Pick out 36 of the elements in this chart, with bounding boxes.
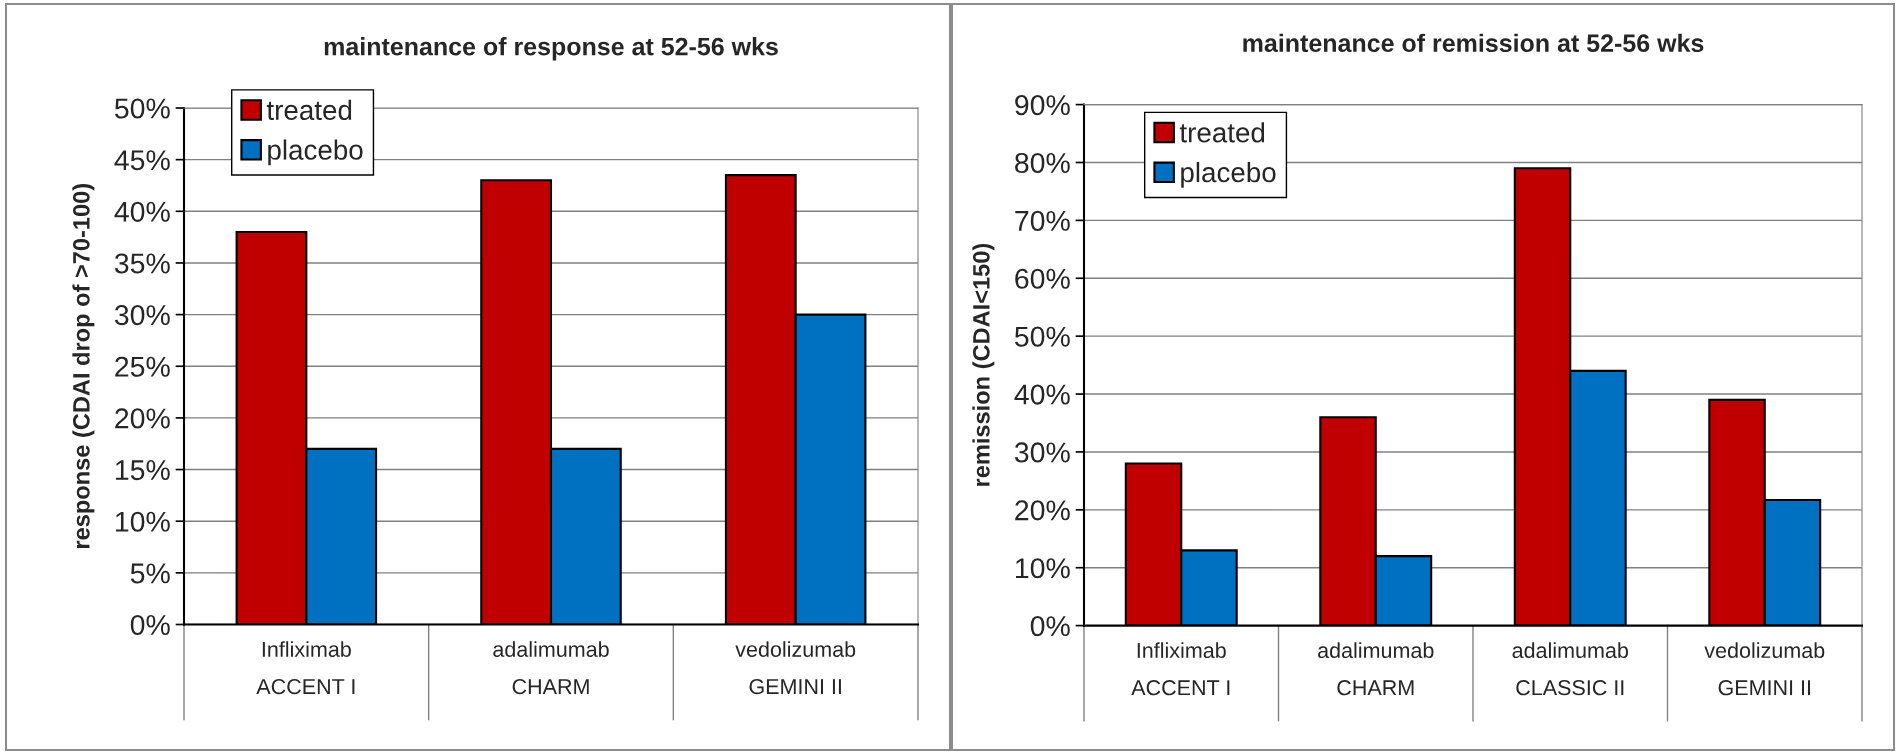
- chart-title: maintenance of remission at 52-56 wks: [1243, 33, 1704, 53]
- y-tick-label: 60%: [1015, 268, 1070, 289]
- y-tick-label: 10%: [115, 511, 170, 532]
- y-tick-label: 15%: [115, 460, 170, 481]
- y-tick-label: 10%: [1015, 558, 1070, 579]
- x-tick-label: adalimumab CHARM: [1318, 642, 1434, 696]
- y-tick-label: 20%: [1015, 500, 1070, 521]
- y-tick-label: 0%: [130, 614, 170, 636]
- y-tick-label: 80%: [1015, 152, 1070, 174]
- legend-label: placebo: [1181, 161, 1276, 188]
- y-tick-label: 70%: [1015, 210, 1070, 231]
- y-tick-label: 50%: [1014, 326, 1070, 347]
- y-tick-label: 5%: [130, 563, 170, 584]
- y-tick-label: 0%: [1030, 616, 1070, 637]
- chart-title: maintenance of response at 52-56 wks: [324, 37, 778, 61]
- legend-label: placebo: [268, 139, 363, 166]
- x-tick-label: vedolizumab GEMINI II: [1704, 642, 1825, 696]
- y-tick-label: 45%: [114, 150, 170, 171]
- x-tick-label: Infliximab ACCENT I: [1131, 642, 1230, 696]
- y-tick-label: 40%: [114, 201, 170, 222]
- y-tick-label: 20%: [115, 408, 170, 429]
- y-tick-label: 25%: [115, 356, 170, 377]
- y-axis-title: response (CDAI drop of >70-100): [72, 184, 95, 549]
- y-tick-label: 30%: [114, 305, 170, 326]
- y-tick-label: 40%: [1014, 384, 1070, 405]
- y-tick-label: 30%: [1014, 442, 1070, 463]
- x-tick-label: Infliximab ACCENT I: [256, 641, 355, 695]
- y-tick-label: 50%: [114, 98, 170, 119]
- y-axis-title: remission (CDAI<150): [972, 243, 995, 486]
- x-tick-label: adalimumab CLASSIC II: [1512, 642, 1628, 696]
- y-tick-label: 90%: [1015, 95, 1070, 116]
- x-tick-label: vedolizumab GEMINI II: [735, 641, 856, 695]
- x-tick-label: adalimumab CHARM: [493, 641, 609, 695]
- y-tick-label: 35%: [114, 253, 170, 274]
- legend-label: treated: [266, 99, 352, 121]
- legend-label: treated: [1179, 122, 1265, 143]
